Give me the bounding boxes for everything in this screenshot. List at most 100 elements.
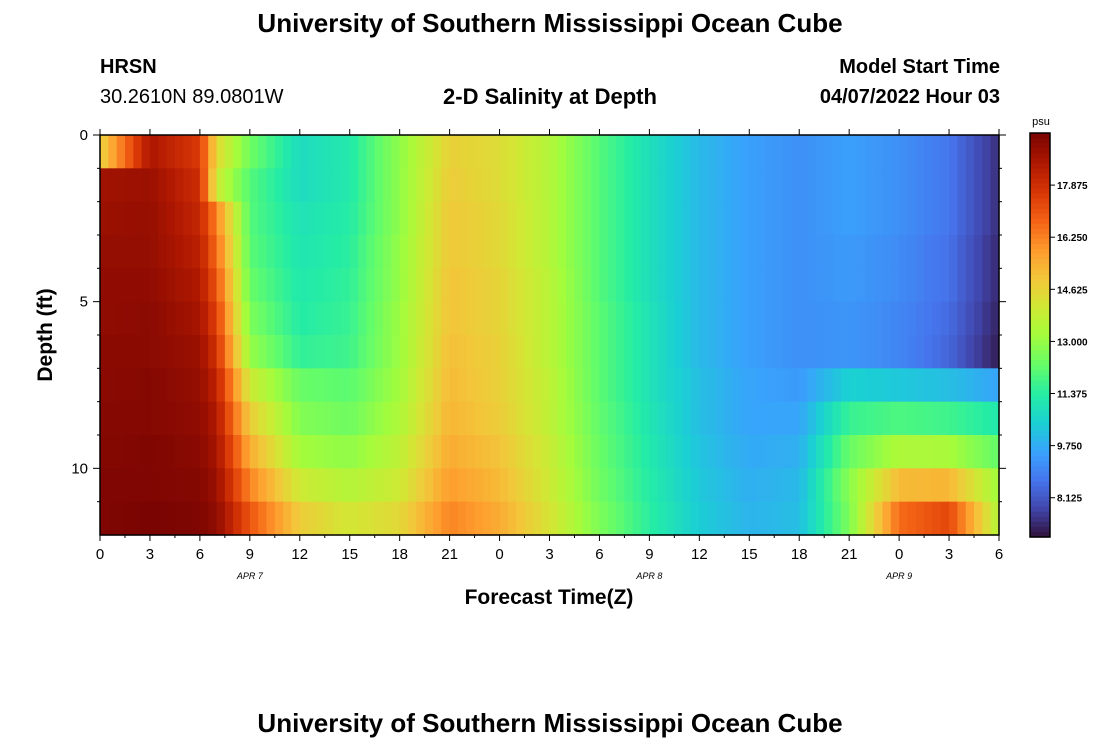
colorbar-segment <box>1030 264 1050 270</box>
heatmap-cell <box>582 235 592 269</box>
heatmap-cell <box>782 435 792 469</box>
heatmap-cell <box>133 201 143 236</box>
heatmap-cell <box>166 435 176 469</box>
heatmap-cell <box>366 135 376 169</box>
heatmap-cell <box>133 268 143 303</box>
heatmap-cell <box>782 268 792 303</box>
heatmap-cell <box>341 201 351 236</box>
heatmap-cell <box>174 201 184 236</box>
heatmap-cell <box>990 435 1000 469</box>
heatmap-cell <box>449 368 459 403</box>
heatmap-cell <box>865 301 875 336</box>
heatmap-cell <box>366 468 376 503</box>
heatmap-cell <box>416 235 426 269</box>
heatmap-cell <box>974 401 983 436</box>
heatmap-cell <box>566 168 576 203</box>
heatmap-cell <box>183 201 193 236</box>
heatmap-cell <box>574 401 584 436</box>
heatmap-cell <box>757 468 767 503</box>
colorbar-segment <box>1030 198 1050 205</box>
heatmap-cell <box>732 168 742 203</box>
heatmap-cell <box>790 401 800 436</box>
x-tick-label: 3 <box>945 546 953 563</box>
heatmap-cell <box>349 201 359 236</box>
heatmap-cell <box>924 135 933 169</box>
heatmap-cell <box>424 435 434 469</box>
heatmap-cell <box>824 335 834 369</box>
heatmap-cell <box>133 468 143 503</box>
heatmap-cell <box>224 168 234 203</box>
heatmap-cell <box>100 268 109 303</box>
heatmap-cell <box>291 335 301 369</box>
heatmap-cell <box>124 135 134 169</box>
heatmap-cell <box>541 501 551 536</box>
heatmap-cell <box>241 401 251 436</box>
heatmap-cell <box>591 368 601 403</box>
heatmap-cell <box>715 235 725 269</box>
heatmap-cell <box>424 501 434 536</box>
heatmap-cell <box>441 401 451 436</box>
heatmap-cell <box>349 401 359 436</box>
heatmap-cell <box>899 201 909 236</box>
heatmap-cell <box>715 368 725 403</box>
colorbar-segment <box>1030 133 1050 139</box>
colorbar-segment <box>1030 430 1050 437</box>
heatmap-cell <box>358 501 367 536</box>
heatmap-cell <box>740 135 750 169</box>
heatmap-cell <box>715 435 725 469</box>
heatmap-cell <box>957 201 967 236</box>
heatmap-cell <box>383 235 392 269</box>
heatmap-cell <box>607 368 617 403</box>
heatmap-cell <box>499 401 509 436</box>
heatmap-cell <box>133 235 143 269</box>
heatmap-cell <box>324 235 334 269</box>
heatmap-cell <box>832 501 842 536</box>
heatmap-cell <box>316 168 326 203</box>
heatmap-cell <box>865 235 875 269</box>
heatmap-cell <box>965 368 975 403</box>
heatmap-cell <box>924 435 933 469</box>
heatmap-cell <box>666 401 675 436</box>
heatmap-cell <box>949 468 958 503</box>
heatmap-cell <box>274 168 284 203</box>
colorbar-segment <box>1030 395 1050 402</box>
heatmap-cell <box>691 268 700 303</box>
heatmap-cell <box>316 201 326 236</box>
heatmap-cell <box>166 135 176 169</box>
heatmap-cell <box>358 368 367 403</box>
heatmap-cell <box>591 501 601 536</box>
heatmap-cell <box>100 335 109 369</box>
heatmap-cell <box>499 268 509 303</box>
heatmap-cell <box>532 468 542 503</box>
colorbar-segment <box>1030 415 1050 422</box>
heatmap-cell <box>949 301 958 336</box>
heatmap-cell <box>607 401 617 436</box>
heatmap-cell <box>707 401 717 436</box>
heatmap-cell <box>116 168 126 203</box>
heatmap-cell <box>790 301 800 336</box>
heatmap-cell <box>374 301 384 336</box>
heatmap-cell <box>924 201 933 236</box>
heatmap-cell <box>599 235 609 269</box>
heatmap-cell <box>124 401 134 436</box>
heatmap-cell <box>699 301 709 336</box>
heatmap-cell <box>757 435 767 469</box>
heatmap-cell <box>815 268 825 303</box>
heatmap-cell <box>541 435 551 469</box>
heatmap-cell <box>499 135 509 169</box>
heatmap-cell <box>549 501 559 536</box>
heatmap-cell <box>965 335 975 369</box>
heatmap-cell <box>865 368 875 403</box>
heatmap-cell <box>566 235 576 269</box>
heatmap-cell <box>757 135 767 169</box>
heatmap-cell <box>840 368 850 403</box>
heatmap-cell <box>691 401 700 436</box>
heatmap-cell <box>807 235 817 269</box>
heatmap-cell <box>524 135 534 169</box>
heatmap-cell <box>208 335 218 369</box>
heatmap-cell <box>191 435 201 469</box>
heatmap-cell <box>249 468 259 503</box>
colorbar-segment <box>1030 436 1050 442</box>
heatmap-cell <box>765 135 775 169</box>
colorbar-segment <box>1030 299 1050 306</box>
